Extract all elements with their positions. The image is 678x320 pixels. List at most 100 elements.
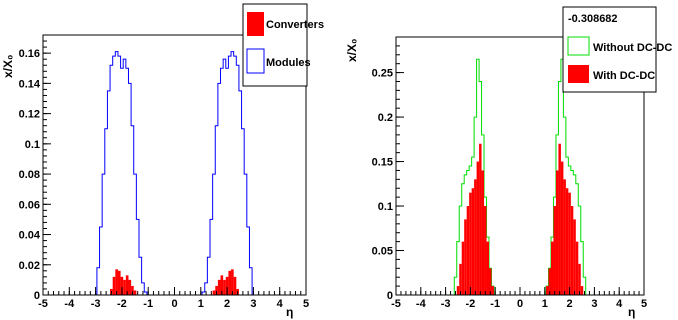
converters-bin <box>228 270 232 295</box>
converters-modules-chart: 00.020.040.060.080.10.120.140.16 -5 -4 -3-… <box>1 3 324 319</box>
with-dc-dc-bin <box>484 206 487 295</box>
x-tick-label: 0 <box>517 298 523 310</box>
y-tick-label: 0.16 <box>19 48 40 60</box>
converters-bin <box>123 279 126 295</box>
x-tick-label: -3 <box>91 298 101 310</box>
with-dc-dc-bin <box>464 219 467 295</box>
with-dc-dc-bin <box>489 268 492 295</box>
x-tick-label: 4 <box>616 298 623 310</box>
with-dc-dc-bin <box>479 143 482 295</box>
x-axis-title: η <box>628 305 635 319</box>
x-tick-label: -2 <box>466 298 476 310</box>
with-dc-dc-bin <box>466 206 470 295</box>
converters-bin <box>131 285 134 295</box>
with-dc-dc-bin <box>551 241 554 295</box>
with-dc-dc-bin <box>469 192 472 295</box>
converters-bin <box>231 269 234 295</box>
with-dc-dc-bin <box>580 286 584 295</box>
x-tick-label: -4 <box>416 298 427 310</box>
converters-bin <box>215 285 218 295</box>
with-dc-dc-bin <box>568 192 571 295</box>
with-dc-dc-bin <box>481 170 485 295</box>
with-dc-dc-bin <box>456 286 460 295</box>
converters-bin <box>128 279 132 295</box>
y-tick-label: 0.06 <box>19 199 40 211</box>
y-tick-label: 0.15 <box>372 157 393 169</box>
with-dc-dc-bin <box>578 263 581 295</box>
modules-histogram <box>94 51 255 296</box>
x-axis-title: η <box>286 305 293 319</box>
legend-converters-swatch <box>247 12 264 36</box>
legend-converters-label: Converters <box>266 19 324 31</box>
legend-without-dcdc-label: Without DC-DC <box>593 42 672 54</box>
legend-header: -0.308682 <box>568 13 618 25</box>
y-tick-label: 0.2 <box>378 112 393 124</box>
converters-bin <box>133 290 137 295</box>
x-tick-label: -2 <box>117 298 127 310</box>
y-axis-ticks: 0 0.05 0.1 0.15 0.2 0.25 <box>372 36 404 302</box>
dcdc-chart: 0 0.05 0.1 0.15 0.2 0.25 -5 -4 -3 -2 -1 0 1 2 3 4 5 x/X… <box>345 6 672 319</box>
legend-modules-label: Modules <box>266 57 311 69</box>
converters-bin <box>225 276 229 295</box>
x-tick-label: 5 <box>641 298 647 310</box>
converters-bin <box>125 275 129 295</box>
with-dc-dc-bin <box>486 241 489 295</box>
x-tick-label: 0 <box>171 298 177 310</box>
x-tick-label: 2 <box>224 298 230 310</box>
x-tick-label: -4 <box>64 298 75 310</box>
x-tick-label: 4 <box>277 298 284 310</box>
y-tick-label: 0.05 <box>372 246 393 258</box>
with-dc-dc-bin <box>546 286 549 295</box>
x-axis-ticks: -5 -4 -3 -2 -1 0 1 2 3 4 5 <box>391 287 647 310</box>
x-tick-label: 3 <box>591 298 597 310</box>
legend-modules-swatch <box>246 48 265 74</box>
y-tick-label: 0.1 <box>25 139 40 151</box>
converters-bin <box>220 275 224 295</box>
converters-bin <box>112 276 116 295</box>
with-dc-dc-bin <box>560 161 564 295</box>
y-tick-label: 0.04 <box>19 230 41 242</box>
legend-with-dcdc-label: With DC-DC <box>593 70 655 82</box>
converters-bin <box>217 279 221 295</box>
x-tick-label: -1 <box>143 298 153 310</box>
y-tick-label: 0.02 <box>19 260 40 272</box>
x-tick-label: 1 <box>542 298 548 310</box>
legend-with-dcdc-swatch <box>568 65 589 83</box>
with-dc-dc-bin <box>553 206 556 295</box>
converters-bin <box>223 279 226 295</box>
y-tick-label: 0 <box>387 290 393 302</box>
converters-bin <box>233 276 237 295</box>
with-dc-dc-bin <box>570 206 574 295</box>
with-dc-dc-bin <box>491 286 494 295</box>
y-tick-label: 0.12 <box>19 109 40 121</box>
with-dc-dc-bin <box>459 263 462 295</box>
with-dc-dc-bin <box>461 241 465 295</box>
y-axis-title: x/X₀ <box>345 39 359 62</box>
x-tick-label: -1 <box>490 298 500 310</box>
x-tick-label: -3 <box>441 298 451 310</box>
converters-bin <box>120 276 124 295</box>
with-dc-dc-bin <box>476 161 480 295</box>
series-layer <box>94 51 255 296</box>
with-dc-dc-bin <box>558 143 561 295</box>
y-tick-label: 0 <box>34 290 40 302</box>
x-tick-label: 1 <box>198 298 204 310</box>
with-dc-dc-bin <box>563 179 566 295</box>
legend: -0.308682 Without DC-DC With DC-DC <box>562 6 672 93</box>
x-tick-label: -5 <box>38 298 48 310</box>
with-dc-dc-bin <box>575 241 579 295</box>
converters-bin <box>117 270 121 295</box>
x-tick-label: 2 <box>567 298 573 310</box>
converters-bin <box>212 290 216 295</box>
legend-without-dcdc-swatch <box>567 36 590 56</box>
y-tick-label: 0.14 <box>19 78 41 90</box>
with-dc-dc-bin <box>548 268 551 295</box>
with-dc-dc-bin <box>573 219 576 295</box>
series-layer <box>451 58 589 296</box>
converters-bin <box>115 269 118 295</box>
x-tick-label: -5 <box>391 298 401 310</box>
y-tick-label: 0.25 <box>372 68 393 80</box>
legend: Converters Modules <box>242 3 324 87</box>
with-dc-dc-bin <box>565 188 569 295</box>
